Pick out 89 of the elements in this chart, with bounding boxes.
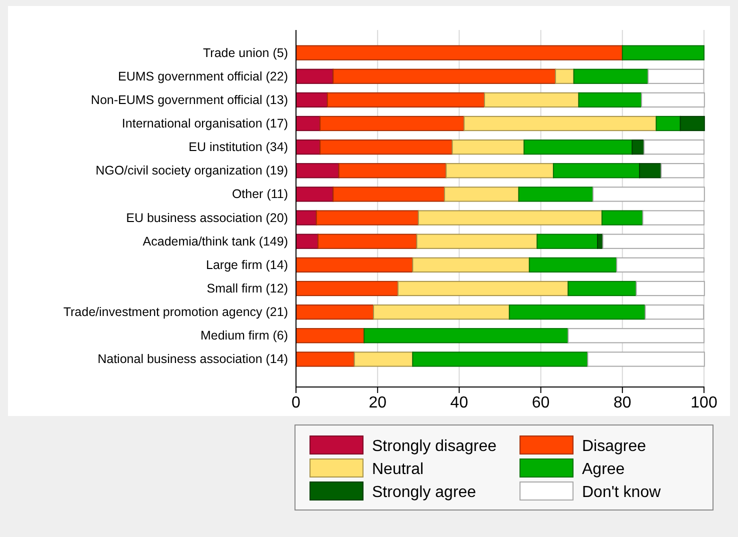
legend-label: Strongly agree: [372, 484, 476, 501]
bar: [648, 68, 704, 84]
bar: [296, 92, 328, 108]
bar: [554, 68, 574, 84]
legend-label: Disagree: [582, 438, 646, 455]
bar: [644, 304, 704, 320]
bar: [296, 280, 398, 296]
bar: [416, 234, 538, 249]
bar: [452, 140, 525, 155]
bar: [364, 328, 569, 344]
y-tick-label: National business association (14): [98, 352, 288, 366]
y-tick-label: EU business association (20): [126, 210, 288, 225]
bar: [508, 304, 646, 320]
legend-label: Agree: [582, 461, 625, 478]
bar: [320, 140, 453, 155]
bar: [332, 68, 556, 84]
bar: [568, 280, 637, 296]
bar: [568, 328, 704, 344]
y-tick-label: Other (11): [232, 187, 288, 202]
bar: [573, 68, 649, 84]
bar: [296, 210, 317, 226]
y-tick-label: EUMS government official (22): [118, 69, 288, 84]
bar: [518, 186, 594, 202]
bar: [296, 116, 321, 132]
x-tick-label: 0: [292, 394, 301, 412]
bar: [338, 163, 447, 178]
bar: [660, 163, 704, 178]
x-tick-label: 20: [368, 394, 387, 412]
bar: [680, 116, 705, 132]
y-tick-label: Trade union (5): [203, 46, 288, 60]
bar: [616, 257, 704, 272]
bar: [320, 116, 465, 132]
y-tick-label: Non-EUMS government official (13): [90, 92, 288, 107]
bar: [528, 257, 618, 272]
y-tick-label: Trade/investment promotion agency (21): [63, 305, 288, 320]
bar: [412, 257, 530, 272]
bar: [296, 257, 414, 272]
bar: [296, 186, 334, 202]
y-tick-label: Academia/think tank (149): [142, 234, 288, 248]
bar: [464, 116, 657, 132]
bar: [316, 210, 419, 226]
y-tick-label: Large firm (14): [206, 258, 288, 272]
bar: [602, 210, 644, 226]
bar: [296, 163, 340, 178]
bar: [296, 304, 374, 320]
bar: [552, 163, 640, 178]
y-tick-label: Small firm (12): [206, 282, 288, 296]
x-tick-label: 100: [690, 394, 718, 412]
bar: [412, 352, 588, 367]
bar: [636, 280, 705, 296]
bar: [398, 280, 569, 296]
bar: [418, 210, 602, 226]
legend-label: Neutral: [372, 461, 424, 478]
y-tick-label: NGO/civil society organization (19): [96, 164, 288, 178]
x-tick-label: 60: [532, 394, 550, 412]
bar: [296, 234, 319, 249]
bar: [373, 304, 510, 320]
x-tick-label: 80: [614, 394, 632, 412]
bar: [587, 352, 705, 367]
y-tick-label: Medium firm (6): [200, 328, 288, 343]
bar: [326, 92, 485, 108]
bar: [641, 92, 705, 108]
legend-label: Strongly disagree: [372, 438, 497, 455]
bar: [296, 328, 365, 344]
bar: [354, 352, 414, 367]
bar: [446, 163, 554, 178]
legend-label: Don't know: [582, 484, 662, 501]
bar: [622, 45, 704, 60]
bar: [592, 186, 705, 202]
bar: [632, 140, 645, 155]
bar: [536, 234, 598, 249]
bar: [296, 68, 334, 84]
bar: [578, 92, 642, 108]
bar: [642, 210, 704, 226]
bar: [639, 163, 662, 178]
bar: [656, 116, 681, 132]
bar: [332, 186, 446, 202]
y-tick-label: International organisation (17): [122, 116, 288, 130]
bar: [296, 45, 623, 60]
bar: [444, 186, 520, 202]
bar: [484, 92, 580, 108]
y-tick-label: EU institution (34): [188, 140, 288, 154]
bar: [318, 234, 418, 249]
bar: [602, 234, 704, 249]
bar: [524, 140, 633, 155]
x-tick-label: 40: [450, 394, 468, 412]
bar: [644, 140, 704, 155]
bar: [296, 140, 321, 155]
bar: [296, 352, 355, 367]
